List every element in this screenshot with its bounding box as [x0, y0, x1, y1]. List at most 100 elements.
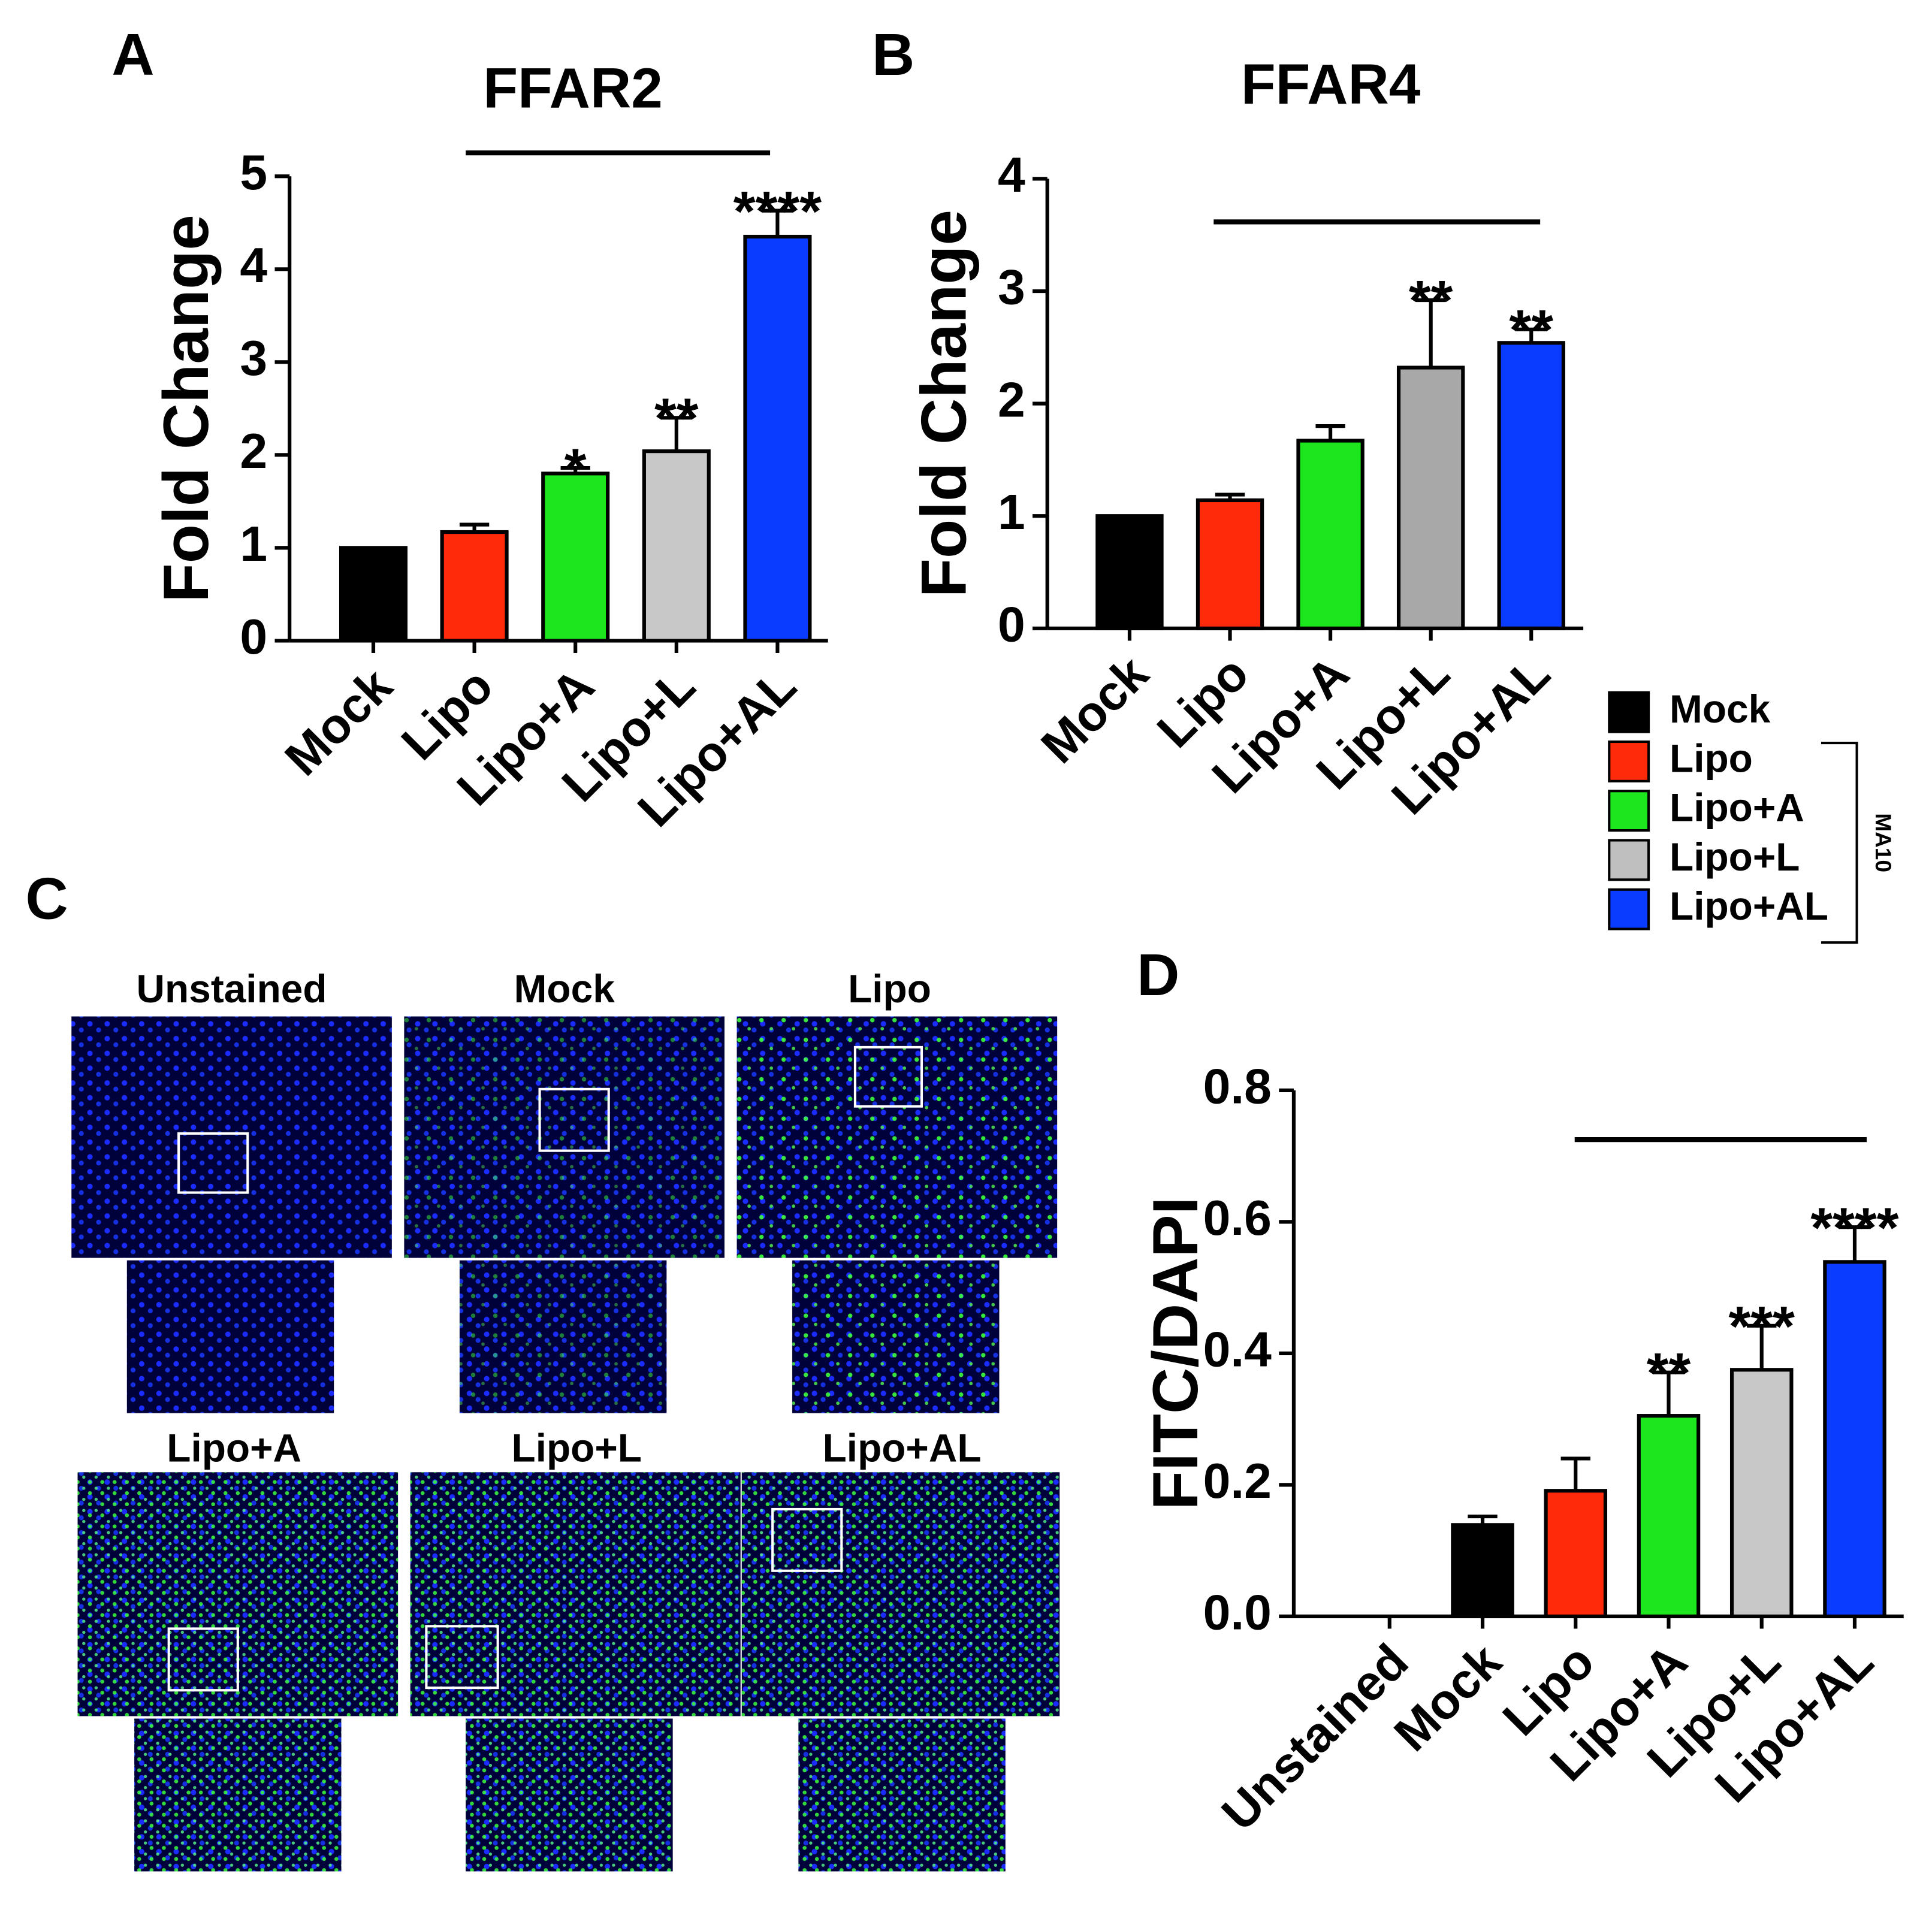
legend-swatch [1608, 740, 1650, 782]
y-tick-label: 3 [998, 261, 1025, 315]
error-bar [1415, 298, 1446, 368]
y-tick-label: 2 [240, 424, 267, 479]
zoom-box [425, 1625, 499, 1690]
bar [743, 234, 812, 643]
panel-label: B [872, 22, 914, 87]
error-bar [1653, 1370, 1684, 1416]
y-tick-label: 1 [998, 485, 1025, 540]
legend-swatch [1608, 888, 1650, 930]
zoom-box [538, 1087, 610, 1152]
panel-label: A [111, 22, 154, 87]
bar [1544, 1489, 1608, 1618]
legend-swatch [1608, 691, 1650, 733]
bar [1823, 1260, 1886, 1618]
significance-label: ** [1409, 269, 1453, 333]
image-title: Lipo+L [512, 1426, 642, 1470]
x-tick-label: Mock [1031, 646, 1159, 773]
chart-title: FFAR4 [1241, 53, 1421, 116]
fitc-signal [466, 1718, 673, 1872]
zoom-box [853, 1045, 923, 1108]
legend: Mock Lipo Lipo+A Lipo+L Lipo+AL MA10 [1608, 687, 1896, 944]
significance-label: *** [1729, 1295, 1795, 1358]
error-bar [1840, 1225, 1870, 1262]
error-bar [1315, 424, 1345, 441]
image-title: Mock [514, 966, 615, 1011]
bar [1729, 1368, 1794, 1618]
zoom-box [167, 1627, 239, 1692]
fitc-signal [404, 1016, 725, 1258]
image-title: Lipo+AL [823, 1426, 982, 1470]
error-bar [1468, 1514, 1498, 1525]
bar [1637, 1414, 1701, 1618]
fitc-signal [741, 1472, 1060, 1716]
legend-swatch [1608, 839, 1650, 881]
image-title: Lipo+A [167, 1426, 301, 1470]
y-tick-label: 2 [998, 373, 1025, 427]
significance-label: * [564, 437, 587, 500]
y-tick-label: 0.4 [1203, 1323, 1272, 1377]
zoom-box [177, 1132, 249, 1194]
legend-label: Lipo+A [1670, 785, 1804, 830]
legend-label: Lipo+L [1670, 835, 1800, 879]
panel-c: C Unstained Mock Lipo Lipo+A Lipo+L Lipo+AL [25, 865, 1060, 1872]
zoom-box [771, 1507, 843, 1572]
y-tick-label: 3 [240, 331, 267, 386]
error-bar [560, 466, 590, 474]
error-bar [459, 522, 490, 533]
y-axis-label: Fold Change [150, 214, 222, 602]
fitc-signal [459, 1260, 667, 1413]
legend-group-label: MA10 [1871, 813, 1896, 872]
legend-label: Mock [1670, 687, 1771, 731]
x-tick-label: Unstained [1212, 1634, 1418, 1841]
error-bar [662, 416, 692, 452]
legend-swatch [1608, 790, 1650, 832]
y-tick-label: 0.8 [1203, 1060, 1272, 1114]
bar [642, 449, 711, 643]
significance-label: ** [1509, 298, 1553, 362]
bar [1095, 514, 1164, 630]
significance-label: ** [1647, 1341, 1691, 1405]
error-bar [762, 208, 793, 237]
bar [1396, 365, 1465, 630]
y-tick-label: 0.2 [1203, 1454, 1272, 1509]
fitc-signal [736, 1016, 1058, 1258]
legend-label: Lipo+AL [1670, 884, 1828, 928]
y-tick-label: 0 [240, 610, 267, 664]
micrograph [71, 1016, 392, 1258]
significance-label: **** [733, 180, 822, 243]
panel-label: D [1137, 942, 1179, 1008]
y-tick-label: 0.0 [1203, 1586, 1272, 1640]
y-tick-label: 1 [240, 517, 267, 572]
panel-label: C [25, 865, 68, 931]
image-title: Unstained [137, 966, 327, 1011]
fitc-signal [798, 1718, 1006, 1872]
error-bar [1215, 492, 1245, 500]
x-tick-label: Mock [275, 658, 403, 786]
zoom-image [126, 1260, 334, 1413]
y-axis-label: Fold Change [907, 210, 979, 597]
image-title: Lipo [848, 966, 931, 1011]
error-bar [1560, 1456, 1590, 1491]
error-bar [1747, 1323, 1777, 1370]
chart-title: FFAR2 [483, 56, 663, 120]
bar [1296, 439, 1365, 630]
significance-label: **** [1810, 1196, 1898, 1259]
fitc-signal [134, 1718, 342, 1872]
legend-bracket [1821, 742, 1858, 944]
x-tick-label: Mock [1384, 1634, 1512, 1761]
fitc-signal [410, 1472, 741, 1716]
bar [1451, 1523, 1514, 1618]
y-axis-label: FITC/DAPI [1139, 1197, 1211, 1510]
bar [1497, 341, 1565, 630]
error-bar [1516, 327, 1546, 343]
y-tick-label: 5 [240, 146, 267, 200]
bar [339, 546, 408, 643]
bar [1196, 498, 1264, 630]
fitc-signal [792, 1260, 1000, 1413]
bar [440, 530, 509, 643]
y-tick-label: 4 [998, 148, 1025, 203]
legend-label: Lipo [1670, 736, 1753, 780]
y-tick-label: 0 [998, 598, 1025, 652]
y-tick-label: 0.6 [1203, 1191, 1272, 1246]
